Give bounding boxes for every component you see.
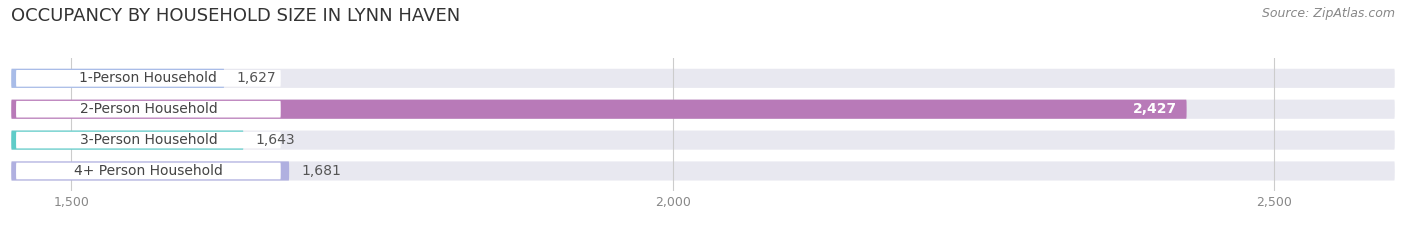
FancyBboxPatch shape [11, 100, 1395, 119]
Text: 3-Person Household: 3-Person Household [80, 133, 218, 147]
FancyBboxPatch shape [15, 101, 281, 118]
FancyBboxPatch shape [11, 130, 243, 150]
Text: 2-Person Household: 2-Person Household [80, 102, 218, 116]
FancyBboxPatch shape [11, 69, 224, 88]
Text: 1,643: 1,643 [256, 133, 295, 147]
FancyBboxPatch shape [11, 69, 1395, 88]
FancyBboxPatch shape [15, 70, 281, 87]
Text: 1,627: 1,627 [236, 71, 276, 85]
FancyBboxPatch shape [11, 100, 1187, 119]
FancyBboxPatch shape [11, 130, 1395, 150]
FancyBboxPatch shape [11, 161, 1395, 181]
Text: OCCUPANCY BY HOUSEHOLD SIZE IN LYNN HAVEN: OCCUPANCY BY HOUSEHOLD SIZE IN LYNN HAVE… [11, 7, 461, 25]
Text: Source: ZipAtlas.com: Source: ZipAtlas.com [1261, 7, 1395, 20]
FancyBboxPatch shape [15, 132, 281, 148]
Text: 2,427: 2,427 [1133, 102, 1177, 116]
FancyBboxPatch shape [11, 161, 290, 181]
Text: 1,681: 1,681 [301, 164, 342, 178]
FancyBboxPatch shape [15, 163, 281, 179]
Text: 4+ Person Household: 4+ Person Household [75, 164, 222, 178]
Text: 1-Person Household: 1-Person Household [80, 71, 218, 85]
